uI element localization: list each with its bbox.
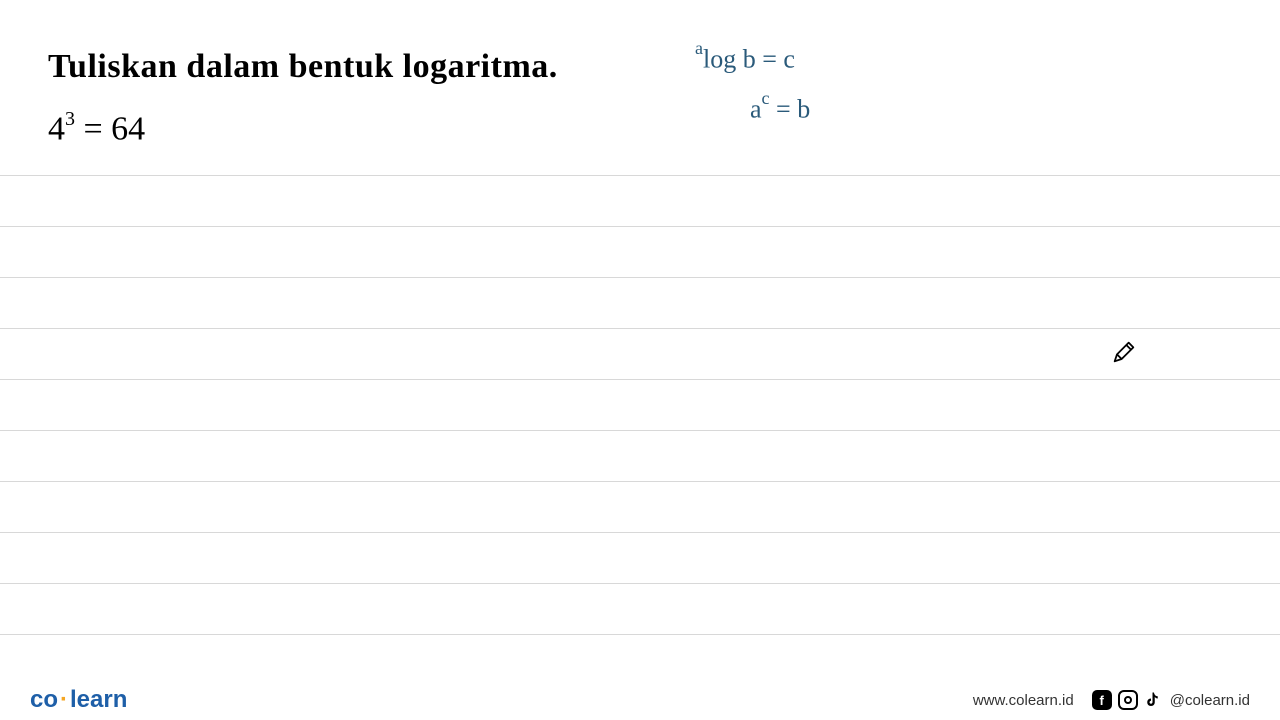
social-group: f @colearn.id bbox=[1092, 690, 1250, 710]
logo: co·learn bbox=[30, 686, 127, 714]
question-title: Tuliskan dalam bentuk logaritma. bbox=[48, 48, 558, 86]
instagram-icon bbox=[1118, 690, 1138, 710]
ruled-line bbox=[0, 379, 1280, 380]
ruled-line bbox=[0, 277, 1280, 278]
hw1-text: log b = c bbox=[703, 45, 795, 74]
footer: co·learn www.colearn.id f @colearn.id bbox=[0, 680, 1280, 720]
ruled-line bbox=[0, 634, 1280, 635]
ruled-line bbox=[0, 481, 1280, 482]
hw2-rhs: = b bbox=[770, 95, 811, 124]
ruled-line bbox=[0, 328, 1280, 329]
ruled-line bbox=[0, 583, 1280, 584]
footer-right: www.colearn.id f @colearn.id bbox=[973, 690, 1250, 710]
website-url: www.colearn.id bbox=[973, 692, 1074, 709]
logo-part2: learn bbox=[70, 686, 127, 713]
handwritten-formula-2: ac = b bbox=[750, 92, 810, 125]
equation: 43 = 64 bbox=[48, 110, 145, 148]
equation-rhs: = 64 bbox=[75, 110, 145, 147]
ruled-line bbox=[0, 532, 1280, 533]
pencil-icon bbox=[1110, 338, 1138, 366]
social-handle: @colearn.id bbox=[1170, 692, 1250, 709]
handwritten-formula-1: alog b = c bbox=[695, 42, 795, 75]
tiktok-icon bbox=[1144, 690, 1164, 710]
equation-exponent: 3 bbox=[65, 108, 75, 130]
equation-base: 4 bbox=[48, 110, 65, 147]
logo-part1: co bbox=[30, 686, 58, 713]
ruled-line bbox=[0, 226, 1280, 227]
facebook-icon: f bbox=[1092, 690, 1112, 710]
hw1-superscript: a bbox=[695, 38, 703, 58]
logo-dot: · bbox=[60, 686, 68, 713]
content-area: Tuliskan dalam bentuk logaritma. 43 = 64… bbox=[0, 0, 1280, 680]
hw2-superscript: c bbox=[762, 88, 770, 108]
hw2-base: a bbox=[750, 95, 762, 124]
ruled-line bbox=[0, 430, 1280, 431]
ruled-line bbox=[0, 175, 1280, 176]
